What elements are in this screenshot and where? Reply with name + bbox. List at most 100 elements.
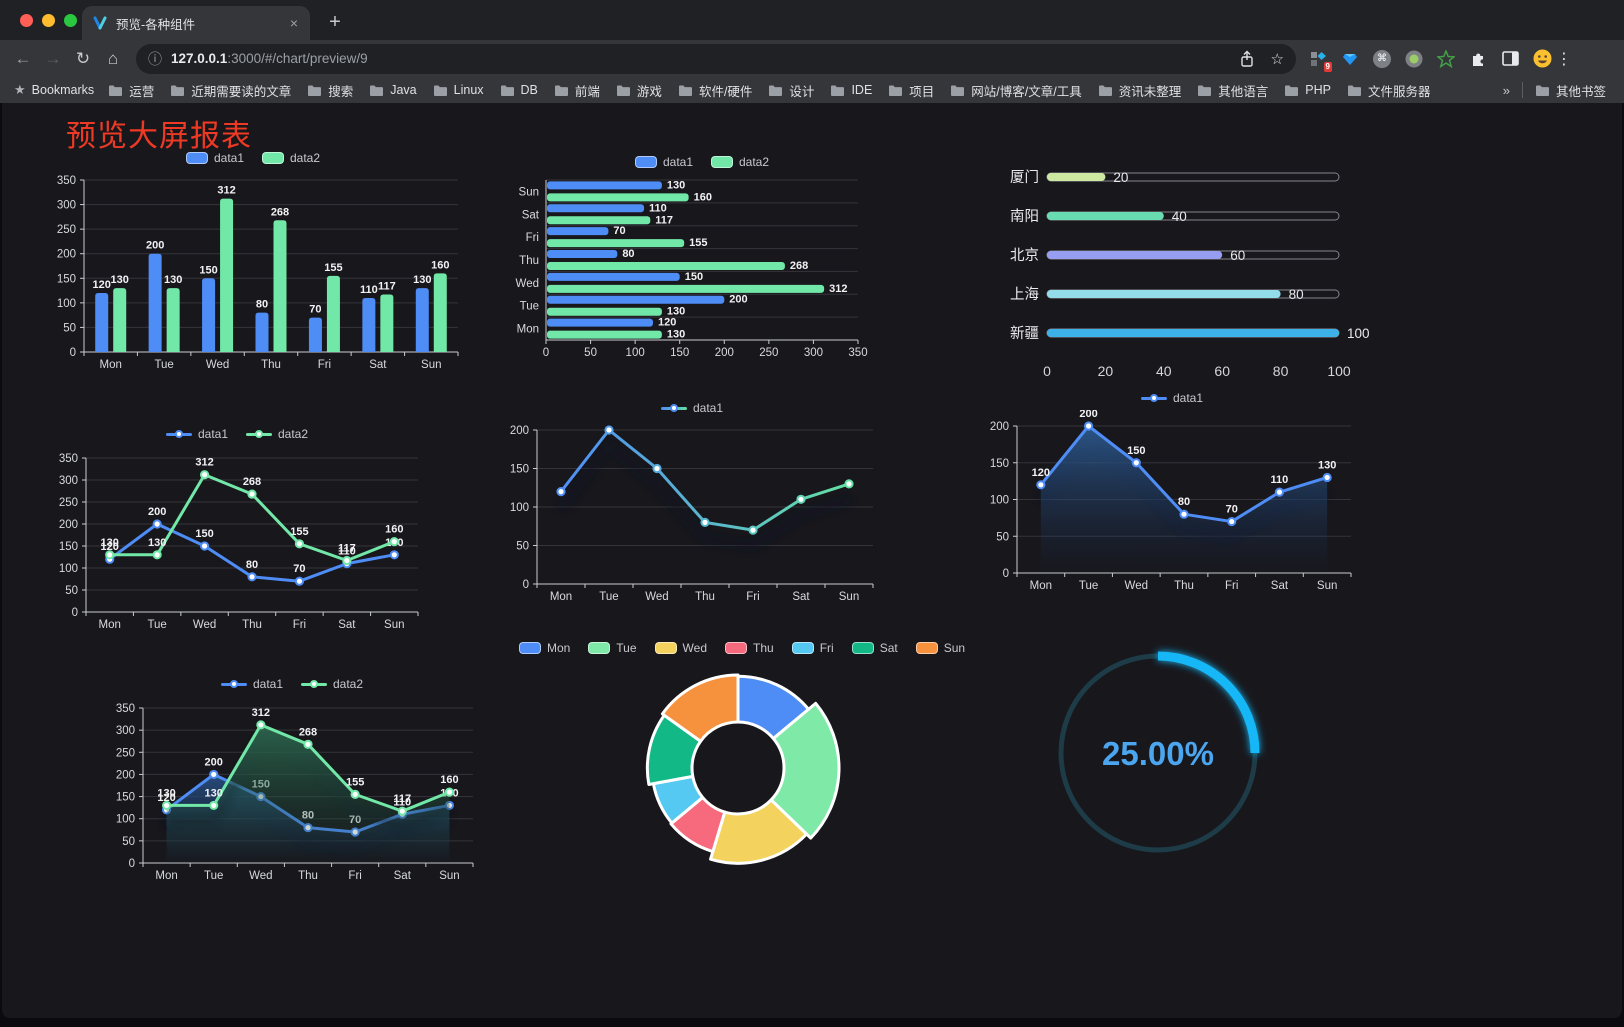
- svg-text:80: 80: [256, 299, 268, 311]
- site-info-icon[interactable]: ⓘ: [148, 50, 162, 67]
- legend-item-wed[interactable]: Wed: [654, 641, 707, 655]
- chart-donut-pie[interactable]: Mon Tue Wed Thu Fri Sat Sun: [518, 636, 965, 893]
- legend-item-data2[interactable]: data2: [301, 677, 363, 691]
- svg-text:300: 300: [59, 475, 78, 487]
- bookmark-folder[interactable]: 其他语言: [1189, 78, 1276, 103]
- svg-text:200: 200: [729, 294, 747, 306]
- svg-text:Sun: Sun: [384, 619, 404, 631]
- legend-item-data1[interactable]: data1: [165, 427, 228, 441]
- legend-item-tue[interactable]: Tue: [588, 641, 637, 655]
- legend-item-data1[interactable]: data1: [185, 151, 244, 165]
- window-controls[interactable]: [20, 14, 77, 27]
- chart-blue-area-line[interactable]: data1 0 50 100 150 200 Mon Tue Wed Thu Fri Sat Sun 12…: [977, 386, 1367, 601]
- bookmark-folder-label: 搜索: [328, 84, 354, 99]
- legend-item-data2[interactable]: data2: [262, 151, 320, 165]
- bookmark-star-icon[interactable]: ☆: [1270, 50, 1284, 68]
- bookmark-folder[interactable]: 软件/硬件: [670, 78, 760, 103]
- svg-text:110: 110: [649, 202, 667, 214]
- minimize-window-button[interactable]: [42, 14, 55, 27]
- emoji-extension-icon[interactable]: [1532, 49, 1552, 69]
- bookmark-folder[interactable]: IDE: [822, 80, 880, 100]
- legend-item-sun[interactable]: Sun: [915, 641, 965, 655]
- menu-kebab-icon[interactable]: ⋮: [1556, 50, 1572, 68]
- svg-text:70: 70: [309, 304, 321, 316]
- reload-icon[interactable]: ↻: [75, 48, 91, 68]
- legend-item-data1[interactable]: data1: [634, 155, 693, 169]
- svg-text:120: 120: [101, 541, 119, 553]
- share-icon[interactable]: [1239, 50, 1255, 68]
- chart-two-lines[interactable]: data1 data2 0 50 100 150 200 250 300 350 Mon Tue Wed…: [42, 422, 432, 640]
- fullscreen-window-button[interactable]: [64, 14, 77, 27]
- legend-item-data1[interactable]: data1: [1140, 391, 1203, 405]
- svg-text:Tue: Tue: [599, 591, 618, 603]
- star-extension-icon[interactable]: [1436, 49, 1456, 69]
- svg-text:155: 155: [346, 776, 364, 788]
- bookmark-folder[interactable]: 文件服务器: [1339, 78, 1439, 103]
- bookmark-folder[interactable]: 前端: [546, 78, 608, 103]
- legend-item-fri[interactable]: Fri: [791, 641, 834, 655]
- chart-progress-bars[interactable]: 厦门 20 南阳 40 北京 60 上海 80 新疆 100 0 20 40 60 80 100: [987, 150, 1377, 388]
- chart-horizontal-bar[interactable]: data1 data2 0 50 100 150 200 250 300 350 Sun 130 160…: [502, 150, 902, 368]
- back-icon[interactable]: ←: [14, 48, 32, 68]
- new-tab-button[interactable]: +: [329, 11, 341, 33]
- legend-item-data1[interactable]: data1: [220, 677, 283, 691]
- svg-text:Fri: Fri: [293, 619, 306, 631]
- legend-item-thu[interactable]: Thu: [725, 641, 774, 655]
- legend-marker: [518, 642, 541, 654]
- address-bar[interactable]: ⓘ 127.0.0.1 :3000/#/chart/preview/9 ☆: [136, 43, 1296, 74]
- chart-legend: data1 data2: [38, 146, 468, 170]
- svg-text:100: 100: [510, 502, 529, 514]
- other-bookmarks-folder[interactable]: 其他书签: [1527, 78, 1614, 103]
- forward-icon[interactable]: →: [44, 48, 62, 68]
- bookmarks-bar: ★ Bookmarks 运营 近期需要读的文章 搜索 Java Linux DB 前端 游戏 软…: [0, 77, 1624, 103]
- chart-legend: data1: [977, 386, 1367, 410]
- svg-text:Sun: Sun: [439, 870, 459, 882]
- bookmark-folder[interactable]: 近期需要读的文章: [162, 78, 299, 103]
- svg-text:Mon: Mon: [550, 591, 572, 603]
- svg-text:268: 268: [243, 476, 261, 488]
- bookmark-folder[interactable]: 资讯未整理: [1090, 78, 1190, 103]
- bookmark-folder[interactable]: Java: [361, 80, 424, 100]
- puzzle-extension-icon[interactable]: [1468, 49, 1488, 69]
- bookmarks-label[interactable]: Bookmarks: [31, 83, 95, 97]
- svg-text:25.00%: 25.00%: [1102, 735, 1214, 772]
- bookmark-folder[interactable]: 运营: [100, 78, 162, 103]
- bookmark-folder[interactable]: 设计: [760, 78, 822, 103]
- legend-item-data1[interactable]: data1: [660, 401, 723, 415]
- svg-text:312: 312: [252, 707, 270, 719]
- home-icon[interactable]: ⌂: [107, 48, 119, 68]
- svg-text:100: 100: [59, 563, 78, 575]
- legend-item-mon[interactable]: Mon: [518, 641, 570, 655]
- bookmark-folder[interactable]: DB: [492, 80, 546, 100]
- svg-text:350: 350: [59, 453, 78, 465]
- grid-extension-icon[interactable]: 9: [1308, 49, 1332, 72]
- legend-item-data2[interactable]: data2: [246, 427, 308, 441]
- chart-progress-gauge[interactable]: 25.00%: [1042, 634, 1282, 884]
- gem-extension-icon[interactable]: [1340, 49, 1360, 69]
- chart-grouped-bar[interactable]: data1 data2 0 50 100 150 200 250 300 350 Mon Tue Wed…: [38, 146, 468, 378]
- command-extension-icon[interactable]: ⌘: [1372, 49, 1392, 69]
- sidebar-extension-icon[interactable]: [1500, 49, 1520, 69]
- record-extension-icon[interactable]: [1404, 49, 1424, 69]
- chart-gradient-line[interactable]: data1 0 50 100 150 200 Mon Tue Wed Thu Fri Sat Sun: [497, 396, 887, 614]
- bookmark-folder[interactable]: PHP: [1276, 80, 1339, 100]
- bookmark-folder[interactable]: 网站/博客/文章/工具: [942, 78, 1089, 103]
- bookmarks-overflow-icon[interactable]: »: [1502, 82, 1510, 98]
- tab-close-icon[interactable]: ×: [289, 15, 298, 31]
- chart-two-area-lines[interactable]: data1 data2 0 50 100 150 200 250 300 350 Mon Tue Wed…: [97, 672, 487, 893]
- bookmark-folder[interactable]: 游戏: [608, 78, 670, 103]
- svg-text:120: 120: [93, 279, 111, 291]
- legend-item-data2[interactable]: data2: [711, 155, 769, 169]
- svg-text:312: 312: [195, 457, 213, 469]
- legend-label: data1: [662, 155, 693, 169]
- bar-chart-canvas: 0 50 100 150 200 250 300 350 Mon Tue Wed Thu Fri Sat S…: [57, 175, 459, 371]
- legend-item-sat[interactable]: Sat: [851, 641, 898, 655]
- bookmark-folder[interactable]: Linux: [425, 80, 492, 100]
- browser-tab[interactable]: 预览-各种组件 ×: [82, 6, 310, 40]
- bookmark-folder[interactable]: 搜索: [299, 78, 361, 103]
- close-window-button[interactable]: [20, 14, 33, 27]
- folder-icon: [171, 85, 185, 96]
- bookmark-folder[interactable]: 项目: [880, 78, 942, 103]
- svg-text:20: 20: [1113, 170, 1128, 185]
- svg-text:Fri: Fri: [526, 232, 539, 244]
